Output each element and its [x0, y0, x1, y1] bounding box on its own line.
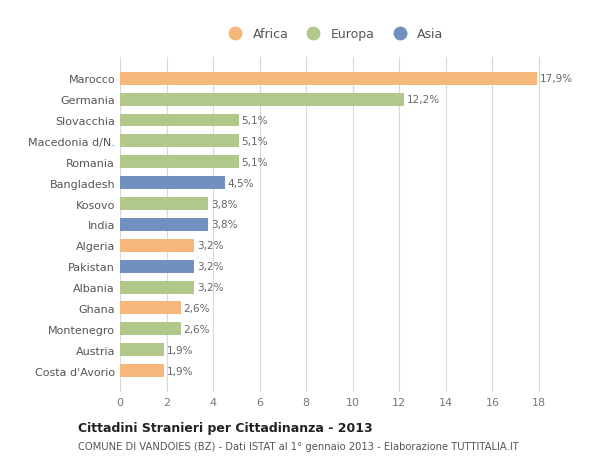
Bar	[120, 135, 239, 148]
Text: 1,9%: 1,9%	[167, 345, 194, 355]
Text: 3,2%: 3,2%	[197, 241, 224, 251]
Text: 5,1%: 5,1%	[242, 116, 268, 126]
Legend: Africa, Europa, Asia: Africa, Europa, Asia	[223, 28, 443, 41]
Text: 3,2%: 3,2%	[197, 262, 224, 272]
Bar	[120, 239, 194, 252]
Bar	[120, 156, 239, 169]
Bar	[120, 218, 208, 231]
Text: Cittadini Stranieri per Cittadinanza - 2013: Cittadini Stranieri per Cittadinanza - 2…	[78, 421, 373, 434]
Text: 3,2%: 3,2%	[197, 282, 224, 292]
Text: 2,6%: 2,6%	[184, 324, 210, 334]
Bar	[120, 343, 164, 356]
Bar	[120, 177, 225, 190]
Text: 5,1%: 5,1%	[242, 137, 268, 146]
Text: 17,9%: 17,9%	[539, 74, 572, 84]
Bar	[120, 94, 404, 106]
Bar	[120, 364, 164, 377]
Text: 2,6%: 2,6%	[184, 303, 210, 313]
Text: 3,8%: 3,8%	[211, 220, 238, 230]
Bar	[120, 73, 536, 85]
Bar	[120, 281, 194, 294]
Bar	[120, 323, 181, 336]
Bar	[120, 302, 181, 315]
Text: 5,1%: 5,1%	[242, 157, 268, 168]
Text: 3,8%: 3,8%	[211, 199, 238, 209]
Bar	[120, 260, 194, 273]
Text: 12,2%: 12,2%	[407, 95, 440, 105]
Bar	[120, 198, 208, 211]
Text: COMUNE DI VANDOIES (BZ) - Dati ISTAT al 1° gennaio 2013 - Elaborazione TUTTITALI: COMUNE DI VANDOIES (BZ) - Dati ISTAT al …	[78, 441, 519, 451]
Bar	[120, 114, 239, 127]
Text: 4,5%: 4,5%	[227, 178, 254, 188]
Text: 1,9%: 1,9%	[167, 366, 194, 376]
